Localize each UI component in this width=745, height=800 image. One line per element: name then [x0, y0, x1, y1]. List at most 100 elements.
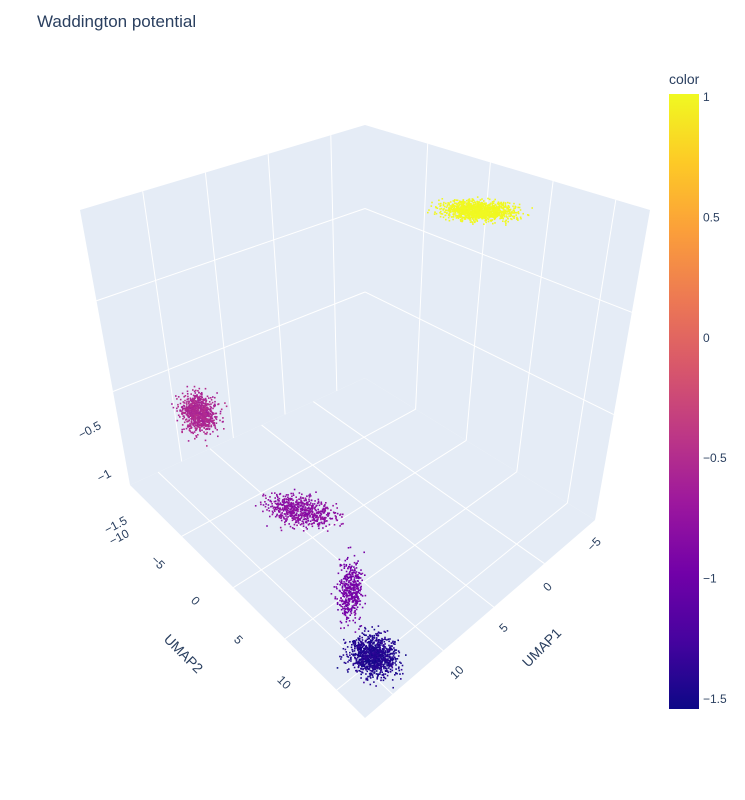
data-point	[335, 517, 337, 520]
data-point	[339, 599, 341, 602]
data-point	[198, 423, 200, 426]
data-point	[329, 517, 331, 520]
data-point	[378, 644, 380, 647]
data-point	[456, 199, 459, 202]
data-point	[496, 211, 498, 213]
data-point	[347, 656, 350, 658]
data-point	[367, 654, 369, 657]
data-point	[394, 640, 396, 643]
data-point	[193, 425, 196, 428]
data-point	[198, 403, 201, 406]
data-point	[347, 617, 350, 619]
data-point	[461, 204, 464, 206]
data-point	[352, 575, 354, 578]
data-point	[345, 653, 348, 656]
data-point	[349, 571, 351, 573]
data-point	[506, 206, 509, 209]
data-point	[444, 205, 446, 208]
data-point	[396, 672, 398, 675]
data-point	[284, 501, 287, 504]
data-point	[337, 609, 339, 611]
data-point	[390, 645, 392, 647]
data-point	[379, 661, 381, 663]
data-point	[195, 436, 198, 438]
data-point	[365, 655, 367, 657]
data-point	[265, 503, 267, 505]
data-point	[362, 662, 365, 664]
data-point	[492, 210, 495, 212]
data-point	[453, 200, 456, 203]
data-point	[350, 576, 353, 578]
data-point	[466, 211, 469, 213]
data-point	[385, 647, 387, 650]
data-point	[394, 643, 396, 645]
data-point	[384, 665, 386, 668]
data-point	[359, 663, 362, 666]
data-point	[294, 516, 296, 519]
data-point	[274, 510, 276, 512]
data-point	[347, 610, 350, 613]
data-point	[485, 202, 487, 204]
data-point	[352, 663, 355, 665]
data-point	[387, 649, 390, 651]
data-point	[469, 210, 472, 213]
data-point	[344, 589, 346, 592]
data-point	[211, 417, 214, 420]
data-point	[187, 395, 189, 398]
data-point	[395, 664, 397, 666]
data-point	[361, 639, 364, 641]
data-point	[310, 499, 313, 501]
data-point	[206, 427, 209, 430]
data-point	[293, 511, 296, 514]
data-point	[204, 422, 207, 425]
data-point	[382, 638, 384, 641]
data-point	[200, 407, 203, 410]
data-point	[385, 669, 388, 671]
data-point	[188, 413, 190, 415]
chart-title: Waddington potential	[37, 12, 197, 31]
data-point	[389, 655, 391, 658]
data-point	[367, 656, 369, 658]
data-point	[188, 400, 190, 402]
data-point	[505, 210, 508, 213]
data-point	[279, 492, 282, 495]
data-point	[205, 424, 207, 426]
data-point	[510, 214, 513, 217]
data-point	[349, 614, 351, 616]
data-point	[378, 640, 380, 642]
data-point	[500, 214, 503, 217]
data-point	[283, 517, 285, 520]
data-point	[192, 422, 195, 425]
data-point	[366, 638, 369, 640]
data-point	[447, 202, 449, 204]
data-point	[491, 215, 494, 217]
data-point	[186, 406, 189, 408]
data-point	[285, 513, 288, 515]
data-point	[358, 600, 360, 602]
data-point	[350, 658, 352, 660]
data-point	[375, 654, 377, 656]
data-point	[382, 679, 385, 682]
data-point	[387, 667, 390, 669]
data-point	[192, 419, 195, 422]
data-point	[192, 408, 195, 410]
data-point	[477, 212, 479, 214]
data-point	[364, 654, 366, 657]
data-point	[497, 208, 500, 210]
data-point	[349, 563, 351, 566]
data-point	[344, 576, 346, 579]
data-point	[204, 439, 207, 442]
data-point	[368, 653, 371, 656]
data-point	[188, 427, 191, 430]
data-point	[278, 516, 281, 519]
data-point	[375, 650, 378, 652]
data-point	[319, 516, 322, 518]
data-point	[298, 518, 301, 520]
data-point	[311, 519, 314, 521]
data-point	[204, 387, 207, 390]
data-point	[469, 217, 472, 220]
data-point	[476, 219, 478, 222]
data-point	[271, 505, 274, 507]
data-point	[500, 217, 502, 219]
